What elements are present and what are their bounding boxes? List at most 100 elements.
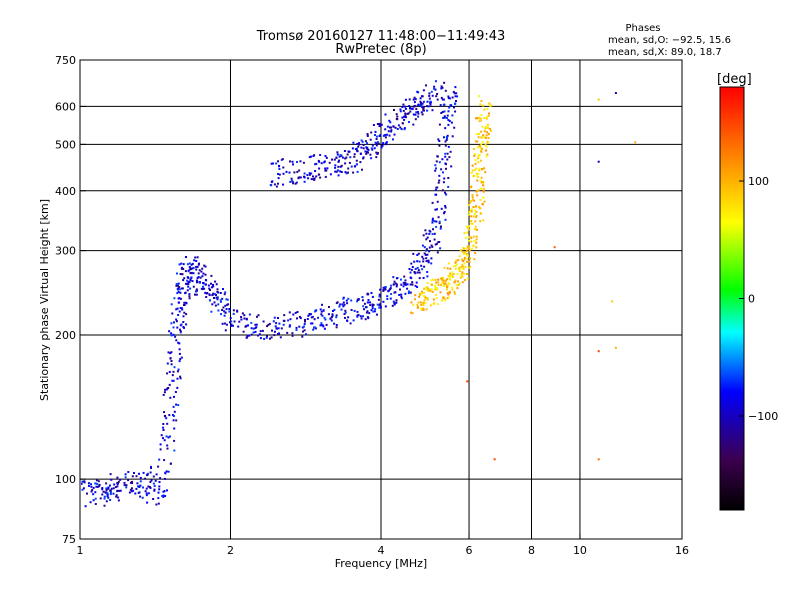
scatter-point	[172, 326, 175, 329]
scatter-point	[269, 337, 271, 340]
scatter-point	[175, 403, 178, 406]
scatter-point	[438, 220, 441, 223]
scatter-point	[356, 142, 359, 145]
scatter-point	[479, 103, 482, 106]
scatter-point	[202, 285, 204, 288]
scatter-point	[146, 473, 149, 476]
scatter-point	[438, 161, 441, 164]
scatter-point	[170, 363, 173, 366]
scatter-point	[475, 205, 478, 208]
scatter-point	[387, 130, 390, 133]
scatter-point	[442, 116, 445, 119]
scatter-point	[259, 330, 262, 333]
scatter-point	[304, 320, 306, 323]
scatter-point	[176, 386, 179, 389]
scatter-point	[434, 288, 437, 291]
scatter-point	[324, 175, 327, 178]
scatter-point	[477, 189, 480, 192]
scatter-point	[94, 497, 97, 500]
scatter-point	[178, 310, 181, 313]
scatter-point	[361, 168, 363, 171]
scatter-point	[356, 314, 359, 317]
scatter-point	[158, 488, 161, 491]
scatter-point	[430, 288, 433, 291]
scatter-point	[347, 316, 350, 319]
scatter-point	[170, 351, 173, 354]
scatter-point	[182, 268, 185, 270]
scatter-point	[480, 187, 483, 190]
scatter-point	[476, 117, 479, 120]
scatter-point	[450, 165, 453, 168]
scatter-point	[418, 277, 421, 280]
scatter-point	[179, 273, 182, 275]
scatter-point	[83, 480, 86, 483]
scatter-point	[435, 281, 438, 284]
x-tick-label: 4	[378, 544, 385, 557]
scatter-point	[117, 499, 120, 502]
scatter-point	[418, 292, 421, 295]
scatter-point	[328, 161, 331, 164]
scatter-point	[430, 279, 433, 282]
scatter-point	[211, 303, 214, 306]
scatter-point	[429, 240, 431, 243]
scatter-point	[445, 167, 447, 170]
scatter-point	[183, 311, 186, 314]
scatter-point	[190, 268, 193, 271]
scatter-point	[162, 429, 165, 431]
scatter-point	[165, 417, 168, 420]
scatter-point	[106, 492, 109, 495]
scatter-point	[416, 266, 419, 269]
scatter-point	[183, 326, 185, 329]
scatter-point	[288, 171, 291, 174]
scatter-point	[144, 490, 147, 493]
scatter-point	[277, 160, 279, 163]
scatter-point	[129, 481, 132, 484]
scatter-point	[392, 138, 394, 141]
scatter-point	[450, 274, 452, 277]
scatter-point	[425, 308, 428, 311]
scatter-point	[393, 133, 396, 136]
scatter-point	[342, 301, 345, 304]
scatter-point	[98, 485, 101, 488]
grid-layer	[80, 60, 682, 539]
scatter-point	[443, 115, 446, 118]
scatter-point	[344, 309, 347, 312]
scatter-point	[303, 180, 306, 183]
phases-x-line: mean, sd,X: 89.0, 18.7	[608, 47, 722, 58]
scatter-point	[189, 279, 192, 282]
scatter-point	[466, 380, 469, 383]
scatter-point	[349, 156, 352, 159]
scatter-point	[312, 175, 314, 178]
scatter-point	[397, 124, 400, 127]
scatter-point	[391, 304, 394, 307]
scatter-point	[172, 370, 175, 373]
scatter-point	[271, 329, 273, 332]
phases-heading: Phases	[625, 23, 660, 34]
scatter-point	[96, 483, 99, 485]
scatter-point	[185, 301, 187, 304]
scatter-point	[380, 123, 383, 126]
scatter-point	[163, 459, 166, 462]
scatter-point	[212, 283, 214, 286]
scatter-point	[390, 293, 393, 295]
y-tick-label: 500	[55, 138, 76, 151]
scatter-point	[315, 309, 318, 312]
scatter-point	[400, 128, 403, 131]
scatter-point	[292, 313, 295, 316]
scatter-point	[427, 289, 430, 292]
scatter-point	[377, 142, 380, 145]
scatter-point	[375, 142, 378, 145]
scatter-point	[432, 298, 435, 301]
scatter-point	[127, 479, 130, 482]
scatter-point	[245, 336, 248, 339]
scatter-point	[133, 472, 135, 474]
scatter-point	[466, 257, 469, 260]
scatter-point	[450, 121, 453, 124]
scatter-point	[187, 282, 190, 285]
scatter-point	[123, 481, 126, 484]
scatter-point	[386, 125, 389, 128]
scatter-point	[417, 115, 420, 118]
scatter-point	[340, 164, 343, 167]
scatter-point	[92, 499, 95, 502]
scatter-point	[474, 225, 477, 228]
